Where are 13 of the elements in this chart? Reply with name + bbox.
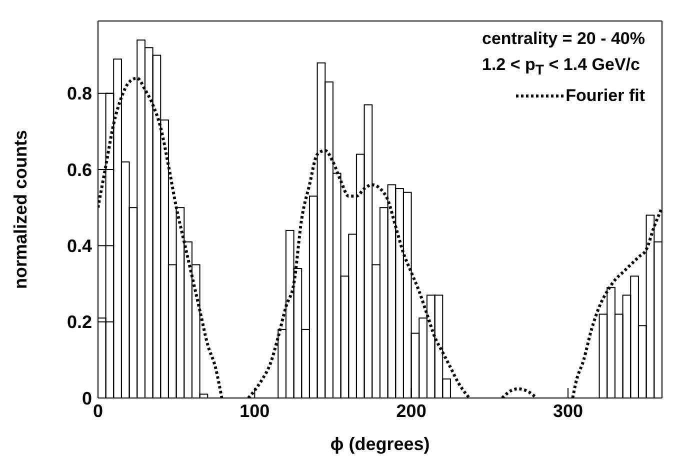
y-tick-label: 0.2 bbox=[66, 312, 92, 332]
annotation: 1.2 < p$_{T}$ < 1.4 GeV/c bbox=[482, 54, 641, 80]
legend-label: Fourier fit bbox=[566, 86, 645, 106]
y-tick-label: 0.4 bbox=[66, 236, 92, 256]
y-axis-title: normalized counts bbox=[10, 130, 30, 290]
x-tick-label: 200 bbox=[396, 400, 426, 421]
y-tick-label: 0 bbox=[82, 388, 92, 408]
x-axis-title: ϕ (degrees) bbox=[330, 434, 430, 454]
y-tick-label: 0.8 bbox=[66, 84, 92, 104]
x-tick-label: 300 bbox=[552, 400, 584, 421]
annotation: centrality = 20 - 40% bbox=[482, 28, 645, 50]
x-tick-label: 100 bbox=[240, 400, 270, 421]
y-tick-label: 0.6 bbox=[66, 160, 92, 180]
